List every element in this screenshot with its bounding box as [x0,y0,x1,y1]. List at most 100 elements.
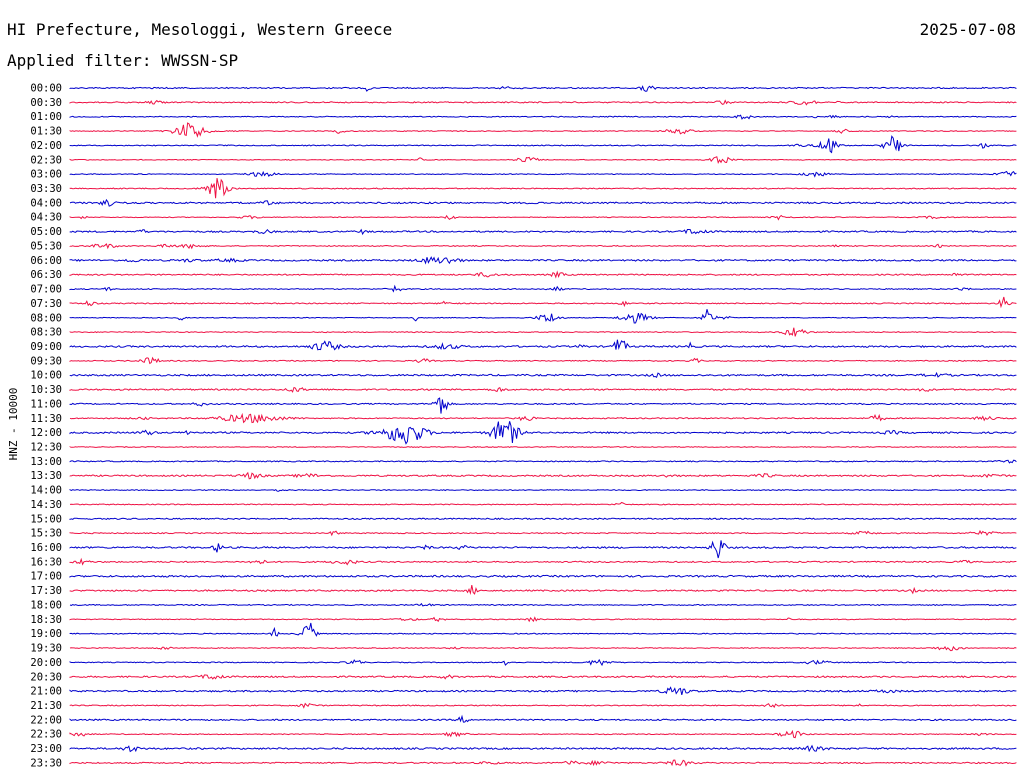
seismic-trace [69,602,1017,607]
seismic-trace [69,214,1017,221]
seismic-trace [69,85,1017,92]
tick-label: 04:00 [30,197,62,209]
seismic-trace [69,459,1017,464]
tick-label: 15:30 [30,528,62,540]
tick-label: 16:00 [30,542,62,554]
seismic-trace [69,228,1017,236]
tick-label: 03:00 [30,169,62,181]
tick-label: 17:30 [30,585,62,597]
tick-label: 21:30 [30,700,62,712]
tick-label: 22:00 [30,714,62,726]
seismic-trace [69,327,1017,337]
seismic-trace [69,540,1017,559]
seismic-trace [69,309,1017,324]
seismic-trace [69,744,1017,753]
seismic-trace [69,488,1017,492]
seismic-trace [69,501,1017,506]
seismic-trace [69,114,1017,120]
tick-label: 14:30 [30,499,62,511]
seismic-trace [69,446,1017,448]
tick-label: 20:00 [30,657,62,669]
seismic-trace [69,284,1017,293]
tick-label: 09:00 [30,341,62,353]
seismic-trace [69,356,1017,365]
seismic-trace [69,529,1017,537]
seismic-trace [69,177,1017,199]
tick-label: 12:00 [30,427,62,439]
seismic-trace [69,686,1017,696]
seismic-trace [69,256,1017,265]
seismic-trace [69,296,1017,309]
tick-label: 13:30 [30,470,62,482]
tick-label: 00:30 [30,97,62,109]
tick-label: 05:00 [30,226,62,238]
station-title: HI Prefecture, Mesologgi, Western Greece [7,20,393,39]
tick-label: 07:30 [30,298,62,310]
seismic-trace [69,421,1017,445]
tick-label-group: 00:00 00:30 01:00 01:30 02:00 02:30 03:00 03:30… [30,83,62,770]
tick-label: 18:00 [30,599,62,611]
tick-label: 04:30 [30,212,62,224]
tick-label: 08:30 [30,327,62,339]
tick-label: 00:00 [30,83,62,95]
seismic-trace [69,729,1017,739]
seismic-trace [69,122,1017,138]
tick-label: 16:30 [30,556,62,568]
tick-label: 06:30 [30,269,62,281]
tick-label: 06:00 [30,255,62,267]
tick-label: 05:30 [30,240,62,252]
seismic-trace [69,99,1017,106]
tick-label: 14:00 [30,485,62,497]
seismic-trace [69,386,1017,393]
seismic-trace [69,645,1017,652]
seismic-trace [69,471,1017,480]
filter-label: Applied filter: WWSSN-SP [7,51,239,70]
tick-label: 08:00 [30,312,62,324]
seismic-trace [69,270,1017,279]
tick-label: 19:00 [30,628,62,640]
trace-group [69,85,1017,767]
tick-label: 20:30 [30,671,62,683]
seismic-trace [69,574,1017,578]
tick-label: 03:30 [30,183,62,195]
seismic-trace [69,658,1017,667]
seismic-trace [69,622,1017,637]
seismic-trace [69,412,1017,424]
tick-label: 10:00 [30,370,62,382]
seismic-trace [69,397,1017,414]
seismic-trace [69,135,1017,154]
seismic-trace [69,170,1017,178]
tick-label: 15:00 [30,513,62,525]
tick-label: 12:30 [30,442,62,454]
seismic-trace [69,198,1017,207]
tick-label: 10:30 [30,384,62,396]
seismic-trace [69,339,1017,351]
tick-label: 01:30 [30,126,62,138]
tick-label: 07:00 [30,284,62,296]
date-label: 2025-07-08 [919,20,1016,39]
seismic-trace [69,557,1017,566]
seismic-trace [69,714,1017,723]
seismic-trace [69,517,1017,521]
tick-label: 02:00 [30,140,62,152]
tick-label: 18:30 [30,614,62,626]
seismic-trace [69,156,1017,164]
tick-label: 11:30 [30,413,62,425]
tick-label: 17:00 [30,571,62,583]
tick-label: 23:30 [30,757,62,769]
tick-label: 02:30 [30,154,62,166]
tick-label: 19:30 [30,643,62,655]
tick-label: 01:00 [30,111,62,123]
seismic-trace [69,371,1017,379]
tick-label: 11:00 [30,398,62,410]
tick-label: 21:00 [30,686,62,698]
tick-label: 13:00 [30,456,62,468]
seismic-trace [69,616,1017,623]
tick-label: 09:30 [30,355,62,367]
seismic-trace [69,702,1017,709]
seismic-trace [69,243,1017,250]
seismic-trace [69,674,1017,680]
tick-label: 23:00 [30,743,62,755]
seismic-trace [69,759,1017,767]
